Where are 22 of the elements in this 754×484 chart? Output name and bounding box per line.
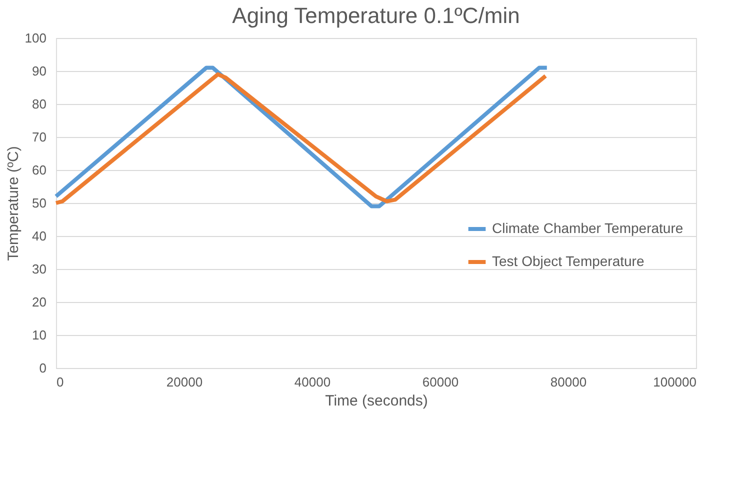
x-tick-label: 0: [56, 374, 64, 390]
y-tick-label: 0: [39, 360, 46, 376]
chart-title: Aging Temperature 0.1ºC/min: [232, 3, 520, 28]
x-axis-title: Time (seconds): [325, 392, 428, 410]
x-tick-label: 60000: [422, 374, 459, 390]
x-tick-label: 100000: [653, 374, 696, 390]
y-tick-label: 10: [32, 328, 46, 342]
legend-label: Climate Chamber Temperature: [492, 220, 684, 236]
y-tick-label: 20: [32, 294, 46, 310]
legend-label: Test Object Temperature: [492, 253, 644, 269]
y-tick-label: 70: [32, 130, 46, 144]
y-tick-label: 50: [32, 196, 46, 210]
y-tick-label: 80: [32, 96, 46, 112]
y-tick-label: 60: [32, 162, 46, 178]
y-axis-title: Temperature (ºC): [4, 146, 22, 261]
y-tick-label: 90: [32, 64, 46, 78]
x-tick-label: 20000: [166, 374, 203, 390]
y-tick-label: 30: [32, 262, 46, 276]
x-tick-label: 40000: [294, 374, 331, 390]
y-tick-label: 100: [24, 30, 46, 46]
x-tick-label: 80000: [550, 374, 587, 390]
y-tick-label: 40: [32, 228, 46, 244]
